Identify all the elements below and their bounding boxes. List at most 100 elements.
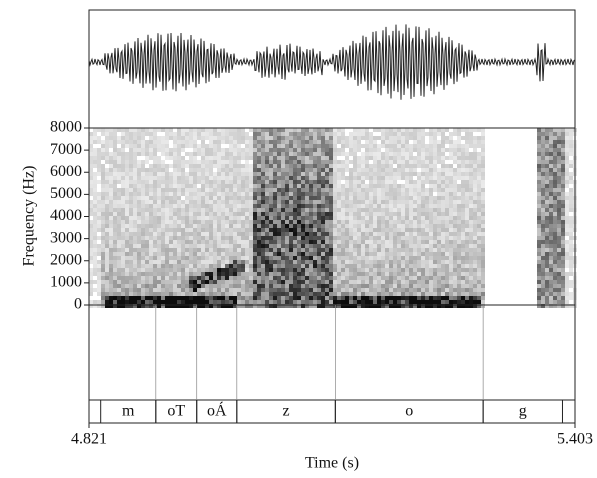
spectrogram-cell	[253, 160, 257, 164]
spectrogram-cell	[413, 144, 417, 148]
spectrogram-cell	[369, 256, 373, 260]
spectrogram-cell	[325, 272, 329, 276]
spectrogram-cell	[309, 196, 313, 200]
spectrogram-cell	[341, 160, 345, 164]
spectrogram-cell	[405, 132, 409, 136]
spectrogram-cell	[381, 164, 385, 168]
spectrogram-cell	[469, 264, 473, 268]
spectrogram-cell	[289, 184, 293, 188]
spectrogram-cell	[121, 268, 125, 272]
spectrogram-cell	[453, 216, 457, 220]
spectrogram-cell	[233, 204, 237, 208]
spectrogram-cell	[241, 276, 245, 280]
spectrogram-cell	[397, 136, 401, 140]
spectrogram-cell	[285, 284, 289, 288]
spectrogram-cell	[197, 180, 201, 184]
spectrogram-cell	[437, 176, 441, 180]
spectrogram-cell	[157, 292, 161, 296]
spectrogram-cell	[457, 288, 461, 292]
spectrogram-cell	[321, 180, 325, 184]
spectrogram-cell	[465, 264, 469, 268]
spectrogram-cell	[89, 268, 93, 272]
spectrogram-cell	[437, 208, 441, 212]
spectrogram-cell	[369, 232, 373, 236]
spectrogram-cell	[93, 136, 97, 140]
spectrogram-cell	[113, 300, 117, 304]
spectrogram-cell	[165, 140, 169, 144]
spectrogram-cell	[389, 284, 393, 288]
spectrogram-cell	[181, 188, 185, 192]
spectrogram-cell	[101, 164, 105, 168]
spectrogram-cell	[205, 268, 209, 272]
spectrogram-cell	[297, 232, 301, 236]
spectrogram-cell	[253, 144, 257, 148]
spectrogram-cell	[389, 176, 393, 180]
spectrogram-cell	[197, 136, 201, 140]
spectrogram-cell	[289, 240, 293, 244]
spectrogram-cell	[553, 292, 557, 296]
spectrogram-cell	[549, 248, 553, 252]
spectrogram-cell	[101, 156, 105, 160]
spectrogram-cell	[217, 200, 221, 204]
spectrogram-cell	[341, 184, 345, 188]
spectrogram-cell	[417, 296, 421, 300]
spectrogram-cell	[157, 188, 161, 192]
spectrogram-cell	[541, 132, 545, 136]
spectrogram-cell	[257, 296, 261, 300]
spectrogram-cell	[473, 220, 477, 224]
spectrogram-cell	[457, 148, 461, 152]
spectrogram-cell	[97, 160, 101, 164]
spectrogram-cell	[449, 236, 453, 240]
spectrogram-cell	[425, 244, 429, 248]
spectrogram-cell	[161, 228, 165, 232]
spectrogram-cell	[141, 136, 145, 140]
spectrogram-cell	[421, 176, 425, 180]
spectrogram-cell	[377, 260, 381, 264]
spectrogram-cell	[449, 292, 453, 296]
spectrogram-cell	[409, 280, 413, 284]
spectrogram-cell	[109, 132, 113, 136]
spectrogram-cell	[553, 200, 557, 204]
spectrogram-cell	[293, 188, 297, 192]
spectrogram-cell	[297, 240, 301, 244]
spectrogram-cell	[441, 192, 445, 196]
spectrogram-cell	[373, 268, 377, 272]
spectrogram-cell	[121, 232, 125, 236]
spectrogram-cell	[557, 200, 561, 204]
spectrogram-cell	[453, 200, 457, 204]
spectrogram-cell	[537, 144, 541, 148]
spectrogram-cell	[409, 136, 413, 140]
spectrogram-cell	[401, 148, 405, 152]
spectrogram-cell	[329, 232, 333, 236]
spectrogram-cell	[349, 144, 353, 148]
spectrogram-cell	[309, 236, 313, 240]
spectrogram-cell	[349, 132, 353, 136]
spectrogram-cell	[137, 200, 141, 204]
spectrogram-cell	[97, 236, 101, 240]
spectrogram-cell	[189, 236, 193, 240]
spectrogram-cell	[137, 180, 141, 184]
spectrogram-cell	[249, 140, 253, 144]
spectrogram-cell	[277, 212, 281, 216]
spectrogram-cell	[169, 176, 173, 180]
spectrogram-cell	[405, 172, 409, 176]
spectrogram-cell	[97, 252, 101, 256]
spectrogram-cell	[133, 260, 137, 264]
spectrogram-cell	[269, 148, 273, 152]
spectrogram-cell	[337, 212, 341, 216]
spectrogram-cell	[445, 276, 449, 280]
spectrogram-cell	[157, 176, 161, 180]
spectrogram-cell	[113, 232, 117, 236]
spectrogram-cell	[289, 136, 293, 140]
spectrogram-cell	[157, 280, 161, 284]
spectrogram-cell	[105, 180, 109, 184]
spectrogram-cell	[217, 224, 221, 228]
spectrogram-cell	[565, 200, 569, 204]
spectrogram-cell	[365, 132, 369, 136]
spectrogram-cell	[177, 284, 181, 288]
spectrogram-cell	[317, 288, 321, 292]
spectrogram-cell	[373, 292, 377, 296]
spectrogram-cell	[277, 136, 281, 140]
spectrogram-cell	[257, 132, 261, 136]
spectrogram-cell	[137, 132, 141, 136]
